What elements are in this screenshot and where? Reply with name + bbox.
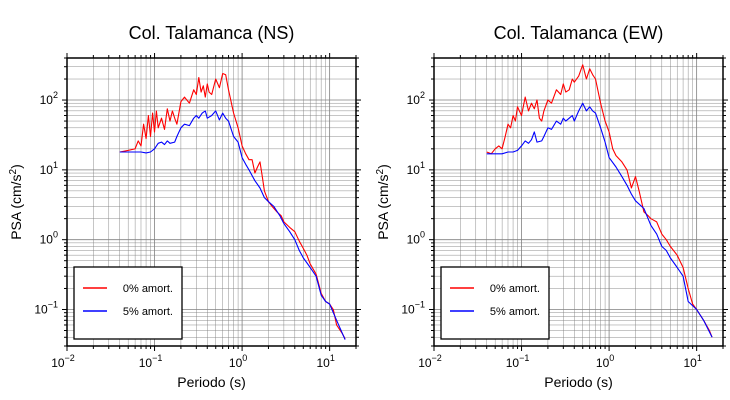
panel2-ytick-label: 10−1 [401,299,425,316]
panel2-legend-box [440,266,550,340]
panel1-legend-label: 5% amort. [123,306,173,318]
panel1-ytick-label: 100 [40,230,58,247]
panel1: 10−2 10−1 100 101 10−1 100 101 102 Col. Talamanc… [8,23,361,390]
panel2-legend-label: 5% amort. [490,306,540,318]
panel2-xlabel: Periodo (s) [544,374,612,390]
panel1-ytick-label: 101 [40,160,58,177]
panel1-xtick-label: 10−2 [51,353,75,370]
panel1-xtick-label: 10−1 [139,353,163,370]
panel2-ytick-label: 100 [407,230,425,247]
panel1-series-blue-line [119,110,346,340]
panel2-xtick-label: 10−1 [506,353,530,370]
panel2-ytick-label: 101 [407,160,425,177]
panel2-ylabel: PSA (cm/s2) [375,164,391,240]
panel2-xtick-label: 100 [596,353,614,370]
panel2-series-blue-line [486,102,713,338]
panel2-legend-label: 0% amort. [490,283,540,295]
panel2-title: Col. Talamanca (EW) [494,23,664,43]
panel1-legend-box [73,266,183,340]
panel1-xlabel: Periodo (s) [177,374,245,390]
panel1-legend: 0% amort. 5% amort. [73,266,183,340]
panel2-ytick-label: 102 [407,90,425,107]
panel2-xtick-label: 10−2 [418,353,442,370]
panel2-legend: 0% amort. 5% amort. [440,266,550,340]
panel1-ytick-label: 102 [40,90,58,107]
panel1-xtick-label: 100 [229,353,247,370]
panel2-xtick-label: 101 [683,353,701,370]
panel1-title: Col. Talamanca (NS) [129,23,295,43]
panel1-legend-label: 0% amort. [123,283,173,295]
panel2-series-red-line [486,64,713,338]
panel1-series-red-line [119,72,346,340]
panel1-xtick-label: 101 [316,353,334,370]
panel1-ylabel: PSA (cm/s2) [8,164,24,240]
panel1-ytick-label: 10−1 [34,299,58,316]
panel2: 10−2 10−1 100 101 10−1 100 101 102 Col. Talamanc… [375,23,728,390]
panel2-plot-frame [433,57,724,347]
panel1-plot-frame [66,57,357,347]
